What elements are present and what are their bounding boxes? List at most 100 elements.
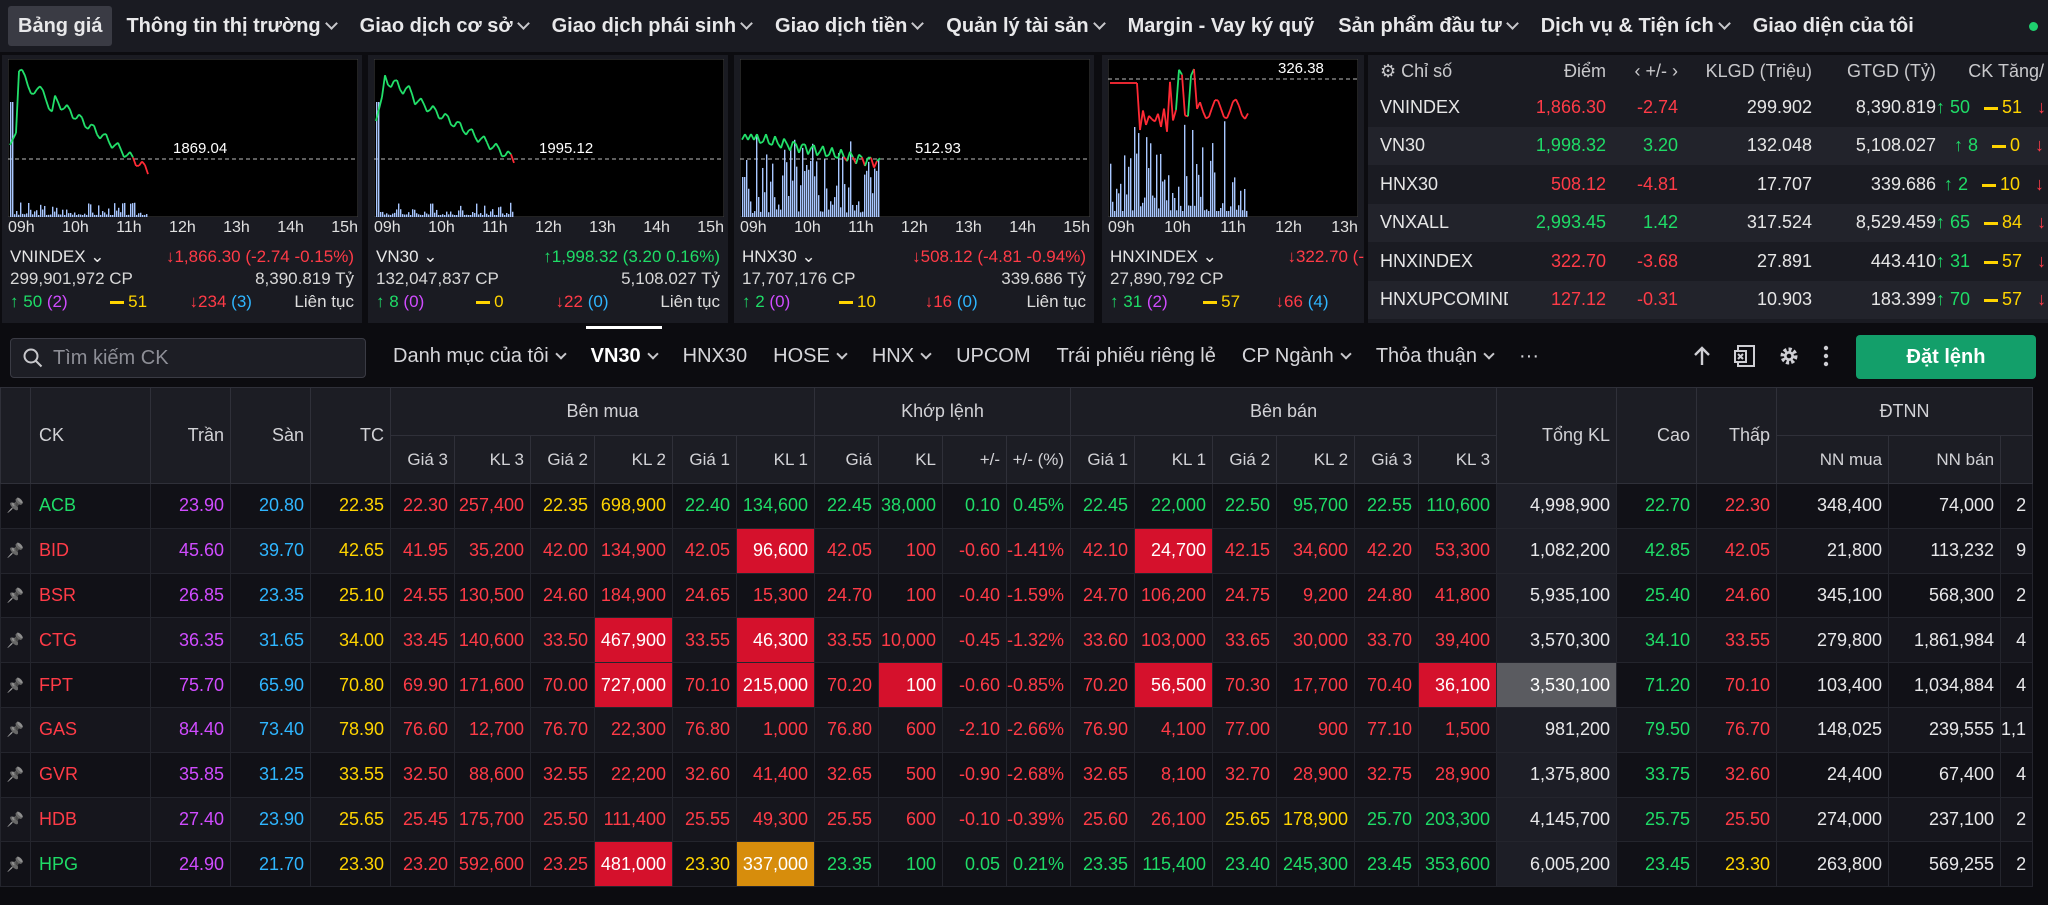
- bid-cell[interactable]: 467,900: [594, 617, 673, 664]
- ask-cell[interactable]: 24.80: [1354, 572, 1420, 619]
- ask-cell[interactable]: 22,000: [1134, 483, 1214, 529]
- mini-chart-vn30[interactable]: 1995.12 09h 10h 11h 12h 13h 14h 15h VN30 ⌄ ↑1,998…: [368, 55, 728, 323]
- ask-cell[interactable]: 42.10: [1070, 527, 1136, 574]
- index-row[interactable]: VN30 1,998.32 3.20 132.048 5,108.027 ↑ 8 0 ↓: [1368, 126, 2048, 165]
- ask-cell[interactable]: 245,300: [1276, 841, 1356, 888]
- nav-item-giao-dien-cua-toi[interactable]: Giao diện của tôi: [1743, 6, 1924, 46]
- bid-cell[interactable]: 88,600: [454, 751, 531, 798]
- bid-cell[interactable]: 130,500: [454, 572, 531, 619]
- ask-cell[interactable]: 23.40: [1212, 841, 1278, 888]
- ask-cell[interactable]: 24,700: [1134, 527, 1214, 574]
- bid-cell[interactable]: 215,000: [736, 662, 815, 708]
- bid-cell[interactable]: 76.60: [390, 706, 455, 753]
- symbol-cell[interactable]: BSR: [30, 572, 151, 619]
- ask-cell[interactable]: 95,700: [1276, 483, 1356, 529]
- bid-cell[interactable]: 33.50: [530, 617, 595, 664]
- symbol-cell[interactable]: BID: [30, 527, 151, 574]
- bid-cell[interactable]: 175,700: [454, 796, 531, 843]
- ask-cell[interactable]: 24.70: [1070, 572, 1136, 619]
- ask-cell[interactable]: 25.70: [1354, 796, 1420, 843]
- ask-cell[interactable]: 28,900: [1418, 751, 1498, 798]
- bid-cell[interactable]: 41.95: [390, 527, 455, 574]
- symbol-cell[interactable]: GAS: [30, 706, 151, 753]
- place-order-button[interactable]: Đặt lệnh: [1856, 335, 2036, 379]
- bid-cell[interactable]: 35,200: [454, 527, 531, 574]
- ask-cell[interactable]: 8,100: [1134, 751, 1214, 798]
- bid-cell[interactable]: 25.45: [390, 796, 455, 843]
- bid-cell[interactable]: 25.50: [530, 796, 595, 843]
- ask-cell[interactable]: 23.45: [1354, 841, 1420, 888]
- ask-cell[interactable]: 32.65: [1070, 751, 1136, 798]
- chevron-down-icon[interactable]: ⌄: [418, 247, 438, 266]
- ask-cell[interactable]: 41,800: [1418, 572, 1498, 619]
- ask-cell[interactable]: 178,900: [1276, 796, 1356, 843]
- bid-cell[interactable]: 32.60: [672, 751, 737, 798]
- gear-icon[interactable]: [1778, 345, 1800, 367]
- nav-item-giao-dich-co-so[interactable]: Giao dịch cơ sở: [350, 6, 538, 46]
- symbol-cell[interactable]: FPT: [30, 662, 151, 708]
- table-row[interactable]: 📌 GAS 84.40 73.40 78.90 76.60 12,700 76.70 22,30…: [0, 706, 2034, 753]
- ask-cell[interactable]: 56,500: [1134, 662, 1214, 708]
- bid-cell[interactable]: 111,400: [594, 796, 673, 843]
- ask-cell[interactable]: 33.65: [1212, 617, 1278, 664]
- bid-cell[interactable]: 33.45: [390, 617, 455, 664]
- ask-cell[interactable]: 70.20: [1070, 662, 1136, 708]
- ask-cell[interactable]: 22.55: [1354, 483, 1420, 529]
- chevron-down-icon[interactable]: ⌄: [796, 247, 816, 266]
- tab-thoa-thuan[interactable]: Thỏa thuận: [1363, 326, 1506, 386]
- ask-cell[interactable]: 42.20: [1354, 527, 1420, 574]
- tab-vn30[interactable]: VN30: [578, 326, 670, 386]
- index-row[interactable]: HNX30 508.12 -4.81 17.707 339.686 ↑ 2 10 ↓: [1368, 165, 2048, 204]
- ask-cell[interactable]: 24.75: [1212, 572, 1278, 619]
- bid-cell[interactable]: 22.30: [390, 483, 455, 529]
- more-vertical-icon[interactable]: [1822, 345, 1830, 367]
- bid-cell[interactable]: 24.65: [672, 572, 737, 619]
- bid-cell[interactable]: 184,900: [594, 572, 673, 619]
- bid-cell[interactable]: 727,000: [594, 662, 673, 708]
- bid-cell[interactable]: 42.05: [672, 527, 737, 574]
- pin-icon[interactable]: 📌: [0, 483, 31, 529]
- ask-cell[interactable]: 4,100: [1134, 706, 1214, 753]
- bid-cell[interactable]: 25.55: [672, 796, 737, 843]
- mini-chart-vnindex[interactable]: 1869.04 09h 10h 11h 12h 13h 14h 15h VNINDEX ⌄ ↓1,…: [2, 55, 362, 323]
- nav-item-quan-ly-tai-san[interactable]: Quản lý tài sản: [936, 6, 1113, 46]
- bid-cell[interactable]: 24.55: [390, 572, 455, 619]
- index-row[interactable]: VNXALL 2,993.45 1.42 317.524 8,529.459 ↑ 65 84…: [1368, 203, 2048, 242]
- bid-cell[interactable]: 134,600: [736, 483, 815, 529]
- ask-cell[interactable]: 22.45: [1070, 483, 1136, 529]
- ask-cell[interactable]: 77.00: [1212, 706, 1278, 753]
- arrow-up-icon[interactable]: [1692, 345, 1712, 367]
- bid-cell[interactable]: 257,400: [454, 483, 531, 529]
- table-row[interactable]: 📌 HDB 27.40 23.90 25.65 25.45 175,700 25.50 111,…: [0, 796, 2034, 843]
- ask-cell[interactable]: 9,200: [1276, 572, 1356, 619]
- pin-icon[interactable]: 📌: [0, 572, 31, 619]
- ask-cell[interactable]: 203,300: [1418, 796, 1498, 843]
- bid-cell[interactable]: 32.55: [530, 751, 595, 798]
- bid-cell[interactable]: 69.90: [390, 662, 455, 708]
- tab-hnx[interactable]: HNX: [859, 326, 943, 386]
- ask-cell[interactable]: 42.15: [1212, 527, 1278, 574]
- ask-cell[interactable]: 28,900: [1276, 751, 1356, 798]
- ask-cell[interactable]: 23.35: [1070, 841, 1136, 888]
- ask-cell[interactable]: 76.90: [1070, 706, 1136, 753]
- bid-cell[interactable]: 23.20: [390, 841, 455, 888]
- ask-cell[interactable]: 17,700: [1276, 662, 1356, 708]
- bid-cell[interactable]: 42.00: [530, 527, 595, 574]
- ask-cell[interactable]: 33.70: [1354, 617, 1420, 664]
- bid-cell[interactable]: 134,900: [594, 527, 673, 574]
- symbol-cell[interactable]: HDB: [30, 796, 151, 843]
- ask-cell[interactable]: 33.60: [1070, 617, 1136, 664]
- pin-icon[interactable]: 📌: [0, 527, 31, 574]
- ask-cell[interactable]: 30,000: [1276, 617, 1356, 664]
- symbol-cell[interactable]: CTG: [30, 617, 151, 664]
- gear-icon[interactable]: ⚙: [1380, 61, 1402, 81]
- symbol-cell[interactable]: GVR: [30, 751, 151, 798]
- ask-cell[interactable]: 115,400: [1134, 841, 1214, 888]
- chevron-right-icon[interactable]: ›: [1667, 61, 1678, 81]
- nav-item-dich-vu-tien-ich[interactable]: Dịch vụ & Tiện ích: [1531, 6, 1739, 46]
- bid-cell[interactable]: 12,700: [454, 706, 531, 753]
- tab-trai-phieu-rieng-le[interactable]: Trái phiếu riêng lẻ: [1044, 326, 1229, 386]
- bid-cell[interactable]: 49,300: [736, 796, 815, 843]
- tab-hose[interactable]: HOSE: [760, 326, 859, 386]
- bid-cell[interactable]: 32.50: [390, 751, 455, 798]
